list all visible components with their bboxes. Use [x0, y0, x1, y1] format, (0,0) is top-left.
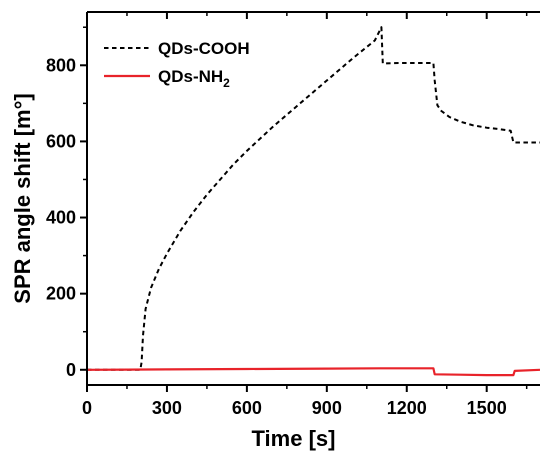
- legend-label-qds-cooh: QDs-COOH: [158, 39, 250, 58]
- legend-label-qds-nh2-subscript: 2: [223, 76, 230, 90]
- axis-ticks: 0 300 600 900 1200 1500 0 200 400 600 800: [46, 12, 528, 418]
- x-tick-label-600: 600: [232, 398, 262, 418]
- legend: QDs-COOH QDs-NH2: [104, 39, 250, 90]
- y-tick-label-800: 800: [46, 55, 76, 75]
- series-line-qds-cooh: [87, 26, 540, 371]
- y-tick-label-600: 600: [46, 131, 76, 151]
- series-line-qds-nh2: [87, 367, 540, 377]
- plot-area: [86, 11, 540, 386]
- x-tick-label-300: 300: [152, 398, 182, 418]
- legend-label-qds-nh2: QDs-NH2: [158, 67, 230, 90]
- x-tick-label-1200: 1200: [387, 398, 427, 418]
- axis-labels: Time [s] SPR angle shift [m°]: [10, 93, 335, 451]
- y-tick-label-200: 200: [46, 284, 76, 304]
- x-tick-label-900: 900: [312, 398, 342, 418]
- x-tick-label-1500: 1500: [467, 398, 507, 418]
- legend-label-qds-nh2-main: QDs-NH: [158, 67, 223, 86]
- x-axis-title: Time [s]: [252, 426, 336, 451]
- series-group: [87, 26, 540, 377]
- x-tick-label-0: 0: [82, 398, 92, 418]
- y-tick-label-400: 400: [46, 208, 76, 228]
- y-tick-label-0: 0: [66, 360, 76, 380]
- legend-label-qds-cooh-main: QDs-COOH: [158, 39, 250, 58]
- y-axis-title: SPR angle shift [m°]: [10, 93, 35, 303]
